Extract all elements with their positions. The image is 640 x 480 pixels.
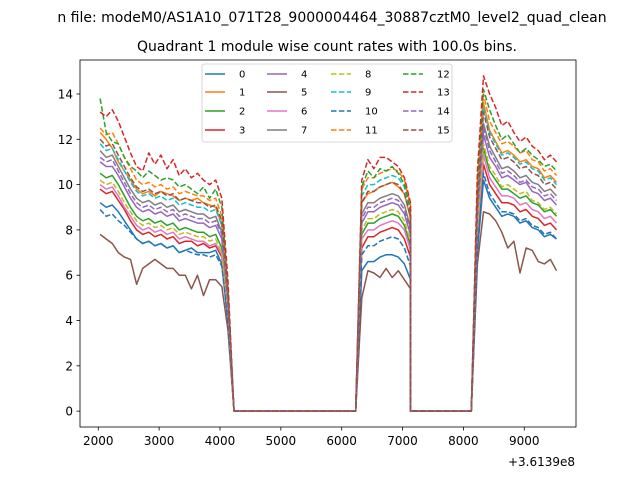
x-tick-label: 6000 [326, 434, 357, 448]
legend-label-4: 4 [301, 70, 307, 81]
legend-label-0: 0 [239, 70, 245, 81]
x-tick-label: 3000 [144, 434, 175, 448]
y-tick-label: 2 [65, 359, 73, 373]
plot-area [99, 75, 558, 412]
chart-title: Quadrant 1 module wise count rates with … [137, 39, 517, 55]
legend-label-8: 8 [365, 70, 371, 81]
legend-label-11: 11 [365, 126, 378, 137]
series-line-3 [99, 163, 558, 412]
x-tick-label: 9000 [509, 434, 540, 448]
y-tick-label: 12 [58, 133, 73, 147]
y-tick-label: 8 [65, 223, 73, 237]
y-tick-label: 14 [58, 87, 73, 101]
y-tick-label: 0 [65, 405, 73, 419]
series-line-5 [99, 211, 558, 412]
suptitle: n file: modeM0/AS1A10_071T28_9000004464_… [57, 10, 606, 26]
series-line-8 [99, 143, 558, 412]
legend-label-5: 5 [301, 88, 307, 99]
x-tick-label: 8000 [448, 434, 479, 448]
y-tick-label: 10 [58, 178, 73, 192]
x-axis: 2000 3000 4000 5000 6000 7000 8000 9000 [83, 427, 540, 448]
legend-label-12: 12 [437, 70, 450, 81]
series-line-4 [99, 134, 558, 412]
legend-label-3: 3 [239, 126, 245, 137]
x-tick-label: 2000 [83, 434, 114, 448]
axes-frame [79, 59, 577, 428]
series-line-15 [99, 111, 558, 412]
series-line-10 [99, 172, 558, 412]
legend-label-1: 1 [239, 88, 245, 99]
legend-label-15: 15 [437, 126, 450, 137]
legend-box [201, 63, 453, 143]
x-tick-label: 7000 [387, 434, 418, 448]
legend-label-13: 13 [437, 88, 450, 99]
legend-label-10: 10 [365, 107, 378, 118]
x-tick-label: 5000 [266, 434, 297, 448]
x-tick-label: 4000 [205, 434, 236, 448]
axes-border [79, 59, 577, 428]
series-line-0 [99, 179, 557, 412]
x-offset-label: +3.6139e8 [508, 455, 575, 469]
y-tick-label: 6 [65, 269, 73, 283]
legend-label-9: 9 [365, 88, 371, 99]
y-tick-label: 4 [65, 314, 73, 328]
legend-label-6: 6 [301, 107, 307, 118]
legend-label-14: 14 [437, 107, 450, 118]
legend-label-7: 7 [301, 126, 307, 137]
y-axis: 0 2 4 6 8 10 12 14 [58, 87, 80, 419]
legend-label-2: 2 [239, 107, 245, 118]
series-line-9 [99, 106, 558, 412]
